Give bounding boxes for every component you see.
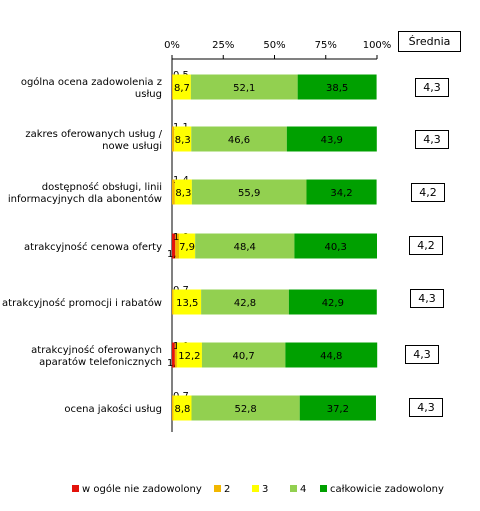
bar-segment xyxy=(173,289,202,315)
bar-segment xyxy=(172,126,175,152)
mean-column-header: Średnia xyxy=(398,31,461,52)
bar-segment xyxy=(288,289,377,315)
data-label: 12,2 xyxy=(178,351,200,362)
category-label: dostępność obsługi, linii xyxy=(42,181,162,193)
data-label: 42,8 xyxy=(234,298,256,309)
bar-segment xyxy=(191,126,287,152)
mean-value-5: 4,3 xyxy=(410,289,444,308)
data-label: 55,9 xyxy=(238,188,260,199)
bar-segment xyxy=(172,233,176,259)
data-label: 40,3 xyxy=(325,242,347,253)
bar-segment xyxy=(178,233,196,259)
category-label: usług xyxy=(135,89,162,100)
bar-segment xyxy=(176,342,202,368)
data-label: 1,6 xyxy=(167,249,183,260)
bar-segment xyxy=(285,342,378,368)
legend-label-4: 4 xyxy=(300,484,307,495)
category-label: informacyjnych dla abonentów xyxy=(8,193,162,205)
data-label: 46,6 xyxy=(228,135,250,146)
bar-segment xyxy=(174,179,192,205)
bar-segment xyxy=(174,342,177,368)
mean-value-7: 4,3 xyxy=(409,398,443,417)
data-label: 43,9 xyxy=(321,135,343,146)
data-label: 42,9 xyxy=(322,298,344,309)
data-label: 38,5 xyxy=(326,83,348,94)
bar-segment xyxy=(175,233,179,259)
data-label: 40,7 xyxy=(233,351,255,362)
bar-segment xyxy=(306,179,377,205)
bar-segment xyxy=(172,74,174,100)
legend-label-5: całkowicie zadowolony xyxy=(330,484,444,495)
category-label: aparatów telefonicznych xyxy=(39,356,162,368)
data-label: 34,2 xyxy=(330,188,352,199)
bar-segment xyxy=(173,395,192,421)
data-label: 37,2 xyxy=(327,404,349,415)
x-tick-label: 0% xyxy=(164,40,180,51)
bar-segment xyxy=(172,289,174,315)
legend-swatch-4 xyxy=(290,485,297,492)
category-label: ogólna ocena zadowolenia z xyxy=(21,76,162,88)
bar-segment xyxy=(191,179,307,205)
x-tick-label: 25% xyxy=(212,40,234,51)
data-label: 48,4 xyxy=(234,242,256,253)
legend-item-2: 2 xyxy=(214,482,230,498)
mean-value-3: 4,2 xyxy=(411,183,445,202)
bar-segment xyxy=(286,126,377,152)
legend-item-4: 4 xyxy=(290,482,306,498)
bar-segment xyxy=(172,179,175,205)
x-tick-label: 50% xyxy=(263,40,285,51)
category-label: atrakcyjność promocji i rabatów xyxy=(2,297,162,309)
bar-segment xyxy=(172,395,174,421)
mean-value-2: 4,3 xyxy=(415,130,449,149)
data-label: 8,3 xyxy=(175,188,191,199)
mean-value-1: 4,3 xyxy=(415,78,449,97)
legend-swatch-2 xyxy=(214,485,221,492)
bar-segment xyxy=(195,233,295,259)
bar-segment xyxy=(191,395,300,421)
legend-label-3: 3 xyxy=(262,484,269,495)
legend-swatch-5 xyxy=(320,485,327,492)
bar-segment xyxy=(299,395,376,421)
bar-segment xyxy=(174,126,192,152)
category-label: atrakcyjność oferowanych xyxy=(31,344,162,356)
bar-segment xyxy=(297,74,377,100)
legend-swatch-1 xyxy=(72,485,79,492)
data-label: 7,9 xyxy=(179,242,195,253)
bar-segment xyxy=(294,233,377,259)
legend-label-2: 2 xyxy=(224,484,231,495)
legend-item-3: 3 xyxy=(252,482,268,498)
legend-label-1: w ogóle nie zadowolony xyxy=(82,484,202,495)
legend-swatch-3 xyxy=(252,485,259,492)
mean-value-4: 4,2 xyxy=(409,236,443,255)
legend-item-5: całkowicie zadowolony xyxy=(320,482,444,498)
data-label: 8,8 xyxy=(175,404,191,415)
category-label: atrakcyjność cenowa oferty xyxy=(24,241,162,253)
x-tick-label: 75% xyxy=(315,40,337,51)
data-label: 8,3 xyxy=(175,135,191,146)
category-label: nowe usługi xyxy=(102,141,162,152)
bar-segment xyxy=(201,289,289,315)
x-tick-label: 100% xyxy=(363,40,392,51)
data-label: 52,1 xyxy=(233,83,255,94)
data-label: 8,7 xyxy=(174,83,190,94)
chart-legend: w ogóle nie zadowolony 2 3 4 całkowicie … xyxy=(72,482,472,498)
category-label: ocena jakości usług xyxy=(64,403,162,415)
category-label: zakres oferowanych usług / xyxy=(25,129,162,140)
bar-segment xyxy=(201,342,286,368)
legend-item-1: w ogóle nie zadowolony xyxy=(72,482,202,498)
bar-segment xyxy=(190,74,298,100)
bar-segment xyxy=(172,342,175,368)
data-label: 13,5 xyxy=(176,298,198,309)
mean-value-6: 4,3 xyxy=(405,345,439,364)
data-label: 52,8 xyxy=(234,404,256,415)
bar-segment xyxy=(173,74,191,100)
data-label: 44,8 xyxy=(320,351,342,362)
